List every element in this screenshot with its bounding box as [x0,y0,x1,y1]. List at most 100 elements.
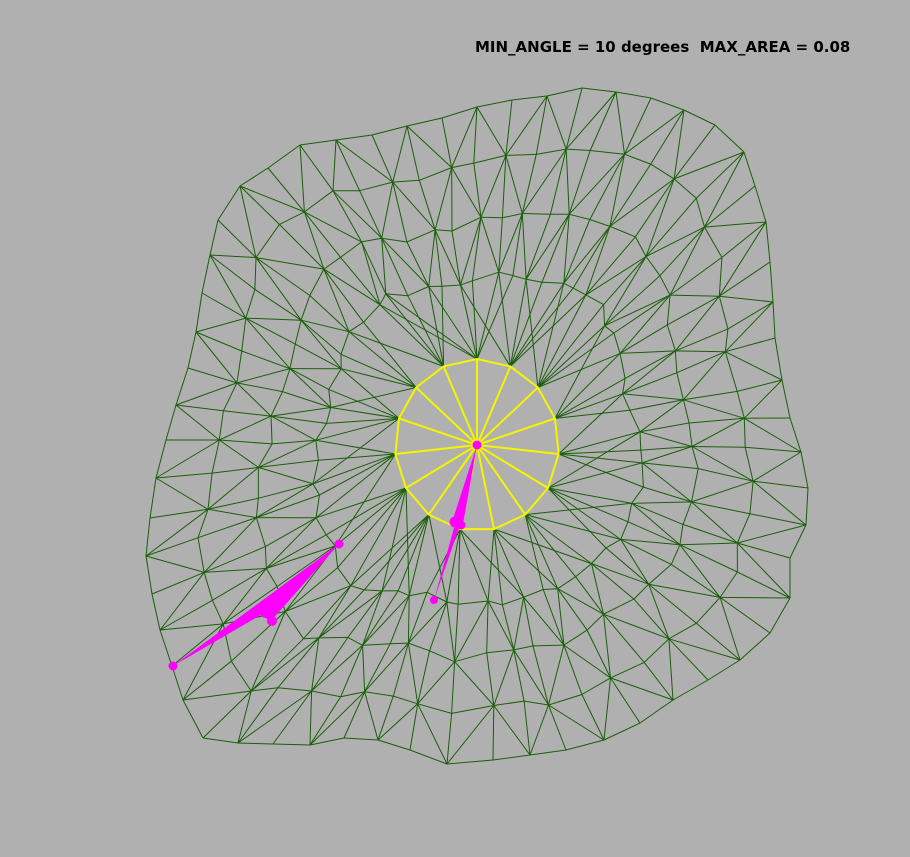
mesh-edge [175,404,224,412]
mesh-edge [219,439,259,468]
mesh-edge [691,501,750,515]
mesh-edge [719,596,771,634]
mesh-edge [501,604,515,651]
mesh-edge [222,586,278,625]
mesh-edge [513,649,549,706]
mesh-edge [524,514,576,578]
mesh-edge [480,155,507,218]
mesh-edge [605,538,621,549]
mesh-edge [563,629,588,646]
mesh-edge [510,287,574,367]
mesh-edge [691,446,746,448]
mesh-edge [526,278,543,283]
mesh-edge [523,589,544,598]
mesh-edge [289,368,332,408]
mesh-edge [364,642,409,693]
mesh-edge [753,480,809,489]
mesh-edge [529,749,567,756]
mesh-edge [691,446,754,482]
ring-spoke [476,417,556,446]
mesh-edge [537,304,604,388]
mesh-edge [408,514,430,596]
mesh-edges [145,87,809,765]
mesh-edge [285,585,351,612]
mesh-edge [537,352,621,388]
mesh-edge [446,529,461,603]
mesh-edge [704,185,756,228]
mesh-edge [639,399,684,433]
mesh-edge [385,293,408,297]
mesh-edge [312,460,319,485]
mesh-edge [542,589,565,646]
mesh-edge [309,295,350,333]
mesh-edge [245,289,256,319]
mesh-edge [603,304,606,326]
mesh-edge [343,737,379,741]
mesh-edge [335,134,373,141]
mesh-edge [591,547,607,564]
mesh-edge [407,286,429,297]
mesh-edge [721,221,767,258]
mesh-edge [619,350,676,354]
mesh-edge [265,568,278,587]
mesh-edge [648,583,697,624]
mesh-edge [603,614,611,678]
mesh-edge [151,593,161,631]
mesh-edge [379,293,387,305]
mesh-edge [266,534,327,569]
mesh-edge [328,388,400,419]
mesh-edge [334,545,339,568]
mesh-edge [318,590,383,639]
mesh-edge [350,487,407,586]
mesh-edge [284,567,338,612]
mesh-edge [393,695,418,705]
mesh-edge [363,304,381,323]
mesh-edge [361,241,381,305]
mesh-edge [304,211,362,243]
mesh-edge [209,254,256,290]
mesh-edge [272,690,313,745]
mesh-edge [650,163,675,180]
mesh-edge [613,332,621,354]
mesh-edge [691,446,699,469]
mesh-edge [239,167,269,187]
mesh-edge [673,151,745,180]
mesh-edge [557,588,604,615]
sliver-triangle-left-inner [258,544,339,622]
mesh-edge [334,453,396,547]
mesh-edge [454,652,487,663]
mesh-edge [789,524,807,559]
mesh-edge [619,294,671,354]
mesh-edge [207,473,213,510]
mesh-edge [563,644,583,695]
mesh-edge [239,185,257,258]
mesh-edge [548,704,605,741]
mesh-edge [648,584,670,639]
mesh-edge [739,632,771,661]
mesh-edge [493,649,515,706]
mesh-edge [195,331,238,384]
mesh-edge [197,537,205,573]
mesh-edge [362,595,410,646]
mesh-edge [299,144,305,212]
mesh-edge [392,181,408,243]
mesh-edge [586,613,604,631]
mesh-edge [683,399,745,419]
mesh-edge [736,513,751,544]
mesh-edge [666,295,671,325]
mesh-edge [239,185,280,225]
mesh-edge [362,643,391,646]
mesh-edge [350,514,430,587]
mesh-edge [604,325,615,334]
mesh-edge [639,431,642,451]
mesh-edge [258,483,314,499]
mesh-edge [362,590,399,646]
mesh-edge [237,742,274,745]
mesh-edge [222,382,238,412]
mesh-edge [381,238,387,294]
sliver-triangle-center-inner [452,445,477,524]
mesh-edge [676,372,684,400]
mesh-edge [613,294,671,334]
mesh-edge [348,331,444,367]
mesh-edge [250,637,320,692]
